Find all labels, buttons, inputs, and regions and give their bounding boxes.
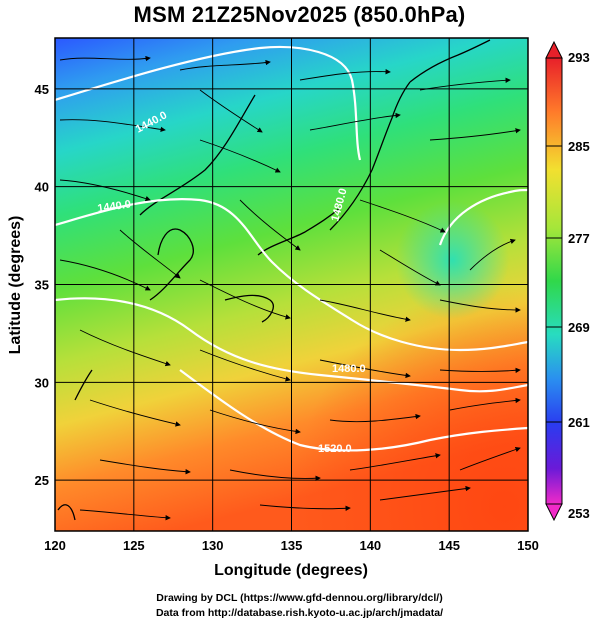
grid-lines xyxy=(55,38,528,531)
credit-drawing: Drawing by DCL (https://www.gfd-dennou.o… xyxy=(156,592,443,604)
y-tick-label: 25 xyxy=(35,473,49,488)
y-axis-title: Latitude (degrees) xyxy=(7,216,24,355)
y-axis: 25 30 35 40 45 xyxy=(35,82,49,488)
chart-title: MSM 21Z25Nov2025 (850.0hPa) xyxy=(133,2,466,27)
y-tick-label: 30 xyxy=(35,375,49,390)
y-tick-label: 40 xyxy=(35,180,49,195)
colorbar-tick-label: 277 xyxy=(568,231,590,246)
credits: Drawing by DCL (https://www.gfd-dennou.o… xyxy=(0,591,599,621)
colorbar-tick-label: 285 xyxy=(568,139,590,154)
contour-label: 1520.0 xyxy=(318,443,352,455)
contour-lines xyxy=(55,45,528,452)
x-axis: 120 125 130 135 140 145 150 xyxy=(44,538,539,553)
colorbar: 293 285 277 269 261 253 xyxy=(545,40,590,522)
plot-area: 1440.0 1440.0 1480.0 1520.0 1480.0 xyxy=(54,37,529,532)
contour-label: 1480.0 xyxy=(332,363,366,375)
colorbar-bottom-triangle xyxy=(545,503,563,522)
x-axis-title: Longitude (degrees) xyxy=(214,562,368,579)
x-tick-label: 140 xyxy=(359,538,381,553)
colorbar-tick-label: 293 xyxy=(568,50,590,65)
y-tick-label: 45 xyxy=(35,82,49,97)
colorbar-tick-label: 253 xyxy=(568,506,590,521)
x-tick-label: 150 xyxy=(517,538,539,553)
colorbar-body xyxy=(545,57,563,505)
x-tick-label: 125 xyxy=(123,538,145,553)
x-tick-label: 120 xyxy=(44,538,66,553)
contour-label: 1440.0 xyxy=(97,198,132,215)
colorbar-tick-label: 269 xyxy=(568,320,590,335)
x-tick-label: 130 xyxy=(202,538,224,553)
colorbar-top-triangle xyxy=(545,40,563,59)
colorbar-tick-label: 261 xyxy=(568,415,590,430)
x-tick-label: 135 xyxy=(281,538,303,553)
coastlines xyxy=(57,39,491,521)
y-tick-label: 35 xyxy=(35,278,49,293)
credit-data-source: Data from http://database.rish.kyoto-u.a… xyxy=(155,607,444,619)
plot-frame xyxy=(54,37,529,532)
x-tick-label: 145 xyxy=(438,538,460,553)
